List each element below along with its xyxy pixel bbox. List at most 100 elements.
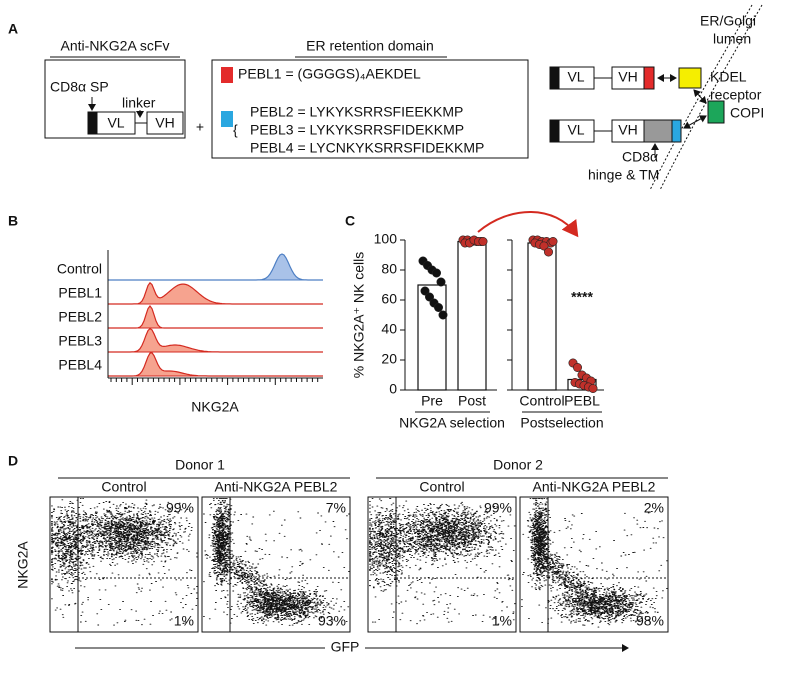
y-tick-label: 40 bbox=[381, 321, 397, 337]
x-axis-label: NKG2A bbox=[191, 399, 239, 415]
arrow bbox=[683, 115, 707, 129]
linker-label: linker bbox=[122, 95, 156, 111]
data-point bbox=[539, 241, 549, 251]
x-axis-label: GFP bbox=[331, 639, 360, 655]
pebl-tag bbox=[671, 119, 682, 143]
histogram bbox=[108, 305, 323, 329]
panel-letter: B bbox=[8, 213, 18, 229]
plot-frame bbox=[201, 496, 351, 633]
data-point bbox=[572, 362, 582, 372]
pebl-sequence: PEBL4 = LYCNKYKSRRSFIDEKKMP bbox=[250, 140, 484, 156]
y-tick-label: 60 bbox=[381, 291, 397, 307]
donor-label: Donor 1 bbox=[175, 457, 225, 473]
data-point bbox=[424, 292, 434, 302]
y-tick-label: 20 bbox=[381, 351, 397, 367]
data-point bbox=[436, 277, 446, 287]
dot-cloud bbox=[203, 497, 350, 626]
quadrant-percent: 98% bbox=[636, 613, 664, 629]
kdel-receptor bbox=[678, 67, 702, 89]
lumen-label: lumen bbox=[713, 31, 751, 47]
brace: { bbox=[233, 122, 238, 138]
data-point bbox=[420, 286, 430, 296]
pebl-sequence: PEBL3 = LYKYKSRRSFIDEKKMP bbox=[250, 122, 464, 138]
membrane bbox=[649, 4, 753, 191]
copi-label: COPI bbox=[730, 105, 764, 121]
y-tick-label: 100 bbox=[374, 231, 398, 247]
pebl-sequence: PEBL1 = (GGGGS)₄AEKDEL bbox=[238, 66, 421, 82]
plus-sign: + bbox=[196, 119, 204, 135]
hinge-tm bbox=[643, 119, 673, 143]
data-point bbox=[438, 310, 448, 320]
panel-letter: D bbox=[8, 453, 18, 469]
vl-label: VL bbox=[567, 69, 584, 85]
plot-title: Control bbox=[101, 479, 146, 495]
data-point bbox=[548, 237, 558, 247]
x-tick-label: Post bbox=[458, 393, 486, 409]
data-point bbox=[431, 268, 441, 278]
signal-peptide bbox=[549, 66, 560, 90]
x-tick-label: PEBL bbox=[564, 393, 600, 409]
hinge-label: CD8α bbox=[622, 149, 658, 165]
row-label: PEBL3 bbox=[58, 333, 102, 349]
data-point bbox=[588, 383, 598, 393]
row-label: PEBL4 bbox=[58, 357, 102, 373]
histogram bbox=[108, 352, 323, 377]
copi bbox=[707, 100, 725, 124]
lumen-label: ER/Golgi bbox=[700, 13, 756, 29]
plot-title: Anti-NKG2A PEBL2 bbox=[215, 479, 338, 495]
signal-peptide bbox=[549, 119, 560, 143]
group-label: NKG2A selection bbox=[399, 415, 505, 431]
plot-frame bbox=[367, 496, 517, 633]
signal-peptide bbox=[87, 111, 98, 135]
hinge-label: hinge & TM bbox=[588, 167, 659, 183]
pebl-sequence: PEBL2 = LYKYKSRRSFIEEKKMP bbox=[250, 104, 463, 120]
pebl-swatch bbox=[221, 111, 233, 127]
pebl1-tag bbox=[643, 66, 655, 90]
scfv-title: Anti-NKG2A scFv bbox=[61, 38, 170, 54]
vh-box bbox=[146, 111, 184, 135]
quadrant-percent: 99% bbox=[484, 500, 512, 516]
quadrant-percent: 99% bbox=[166, 500, 194, 516]
plot-frame bbox=[49, 496, 199, 633]
histogram bbox=[108, 253, 323, 281]
quadrant-percent: 93% bbox=[318, 613, 346, 629]
histogram bbox=[108, 281, 323, 305]
er-box bbox=[211, 59, 529, 159]
quadrant-percent: 1% bbox=[174, 613, 194, 629]
arrow bbox=[693, 89, 707, 104]
panel-letter: C bbox=[345, 213, 355, 229]
scfv-box bbox=[44, 59, 186, 139]
dot-cloud bbox=[51, 497, 198, 626]
sp-label: CD8α SP bbox=[50, 79, 109, 95]
quadrant-percent: 7% bbox=[326, 500, 346, 516]
panel-letter: A bbox=[8, 21, 18, 37]
row-label: PEBL2 bbox=[58, 309, 102, 325]
dot-cloud bbox=[369, 497, 516, 625]
quadrant-percent: 1% bbox=[492, 613, 512, 629]
x-tick-label: Pre bbox=[421, 393, 443, 409]
plot-title: Anti-NKG2A PEBL2 bbox=[533, 479, 656, 495]
group-label: Postselection bbox=[520, 415, 603, 431]
pebl1-swatch bbox=[221, 67, 233, 83]
y-axis-label: % NKG2A⁺ NK cells bbox=[351, 252, 367, 378]
y-tick-label: 0 bbox=[389, 381, 397, 397]
receptor-label: receptor bbox=[710, 87, 762, 103]
arrow bbox=[477, 211, 579, 238]
data-point bbox=[433, 302, 443, 312]
vl-label: VL bbox=[567, 122, 584, 138]
y-axis-label: NKG2A bbox=[15, 541, 31, 589]
y-tick-label: 80 bbox=[381, 261, 397, 277]
dot-cloud bbox=[521, 497, 668, 628]
data-point bbox=[543, 247, 553, 257]
row-label: Control bbox=[57, 261, 102, 277]
vh-label: VH bbox=[618, 69, 637, 85]
histogram bbox=[108, 327, 323, 353]
significance: **** bbox=[571, 289, 593, 305]
row-label: PEBL1 bbox=[58, 285, 102, 301]
vh-label: VH bbox=[618, 122, 637, 138]
membrane bbox=[659, 4, 763, 191]
er-title: ER retention domain bbox=[306, 38, 434, 54]
receptor-label: KDEL bbox=[710, 69, 747, 85]
data-point bbox=[478, 237, 488, 247]
